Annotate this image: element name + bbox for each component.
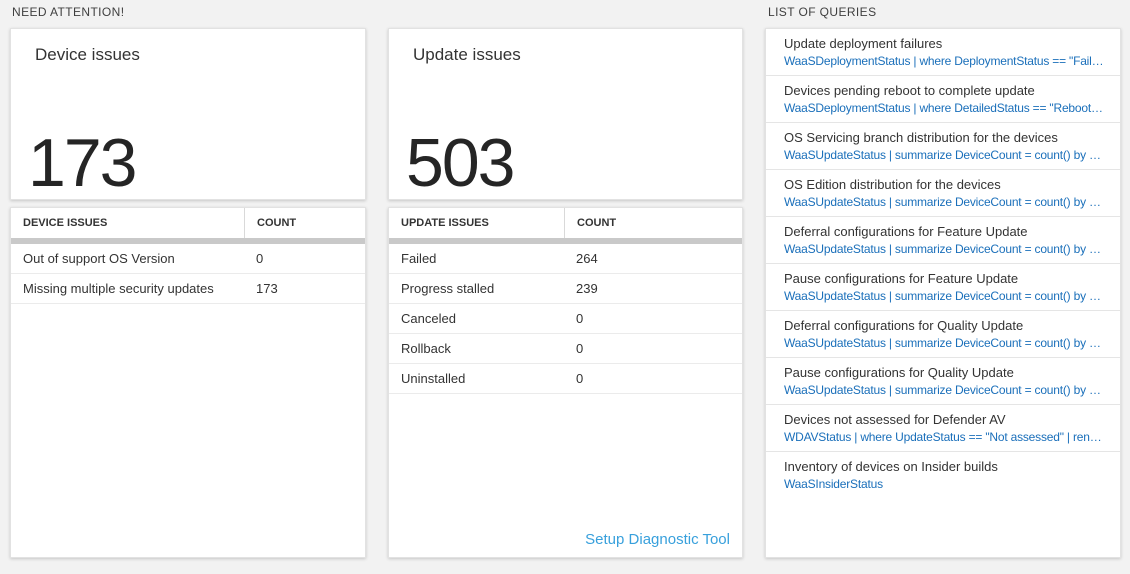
issue-count: 239 <box>576 281 598 296</box>
issue-label: Progress stalled <box>401 281 495 296</box>
query-link[interactable]: WaaSUpdateStatus | summarize DeviceCount… <box>784 242 1106 256</box>
query-title: Pause configurations for Feature Update <box>784 271 1019 286</box>
query-title: OS Servicing branch distribution for the… <box>784 130 1058 145</box>
query-link[interactable]: WaaSUpdateStatus | summarize DeviceCount… <box>784 383 1106 397</box>
query-title: Inventory of devices on Insider builds <box>784 459 998 474</box>
query-title: OS Edition distribution for the devices <box>784 177 1001 192</box>
issue-label: Uninstalled <box>401 371 466 386</box>
table-header-row: UPDATE ISSUES COUNT <box>389 208 742 238</box>
column-header-update-issues: UPDATE ISSUES <box>401 217 489 229</box>
query-title: Update deployment failures <box>784 36 943 51</box>
section-title-list-of-queries: LIST OF QUERIES <box>768 5 877 19</box>
issue-label: Missing multiple security updates <box>23 281 214 296</box>
query-link[interactable]: WDAVStatus | where UpdateStatus == "Not … <box>784 430 1106 444</box>
horizontal-scrollbar[interactable] <box>11 238 365 244</box>
query-list-item[interactable]: Inventory of devices on Insider builds W… <box>766 452 1120 499</box>
query-list-item[interactable]: Devices pending reboot to complete updat… <box>766 76 1120 123</box>
issue-label: Failed <box>401 251 437 266</box>
query-link[interactable]: WaaSUpdateStatus | summarize DeviceCount… <box>784 336 1106 350</box>
issue-label: Rollback <box>401 341 451 356</box>
query-title: Deferral configurations for Quality Upda… <box>784 318 1024 333</box>
query-link[interactable]: WaaSUpdateStatus | summarize DeviceCount… <box>784 289 1106 303</box>
column-header-count: COUNT <box>244 208 365 238</box>
tile-title: Update issues <box>413 45 521 64</box>
issue-count: 0 <box>576 371 584 386</box>
setup-diagnostic-tool-link[interactable]: Setup Diagnostic Tool <box>585 531 730 548</box>
table-row[interactable]: Canceled 0 <box>389 304 742 334</box>
table-row[interactable]: Rollback 0 <box>389 334 742 364</box>
issue-count: 0 <box>576 311 584 326</box>
section-title-need-attention: NEED ATTENTION! <box>12 5 125 19</box>
column-header-count: COUNT <box>564 208 742 238</box>
column-header-device-issues: DEVICE ISSUES <box>23 217 108 229</box>
horizontal-scrollbar[interactable] <box>389 238 742 244</box>
issue-count: 0 <box>256 251 264 266</box>
issue-label: Out of support OS Version <box>23 251 175 266</box>
device-issues-table: DEVICE ISSUES COUNT Out of support OS Ve… <box>10 207 366 558</box>
table-row[interactable]: Missing multiple security updates 173 <box>11 274 365 304</box>
query-list-item[interactable]: Update deployment failures WaaSDeploymen… <box>766 29 1120 76</box>
issue-label: Canceled <box>401 311 456 326</box>
query-link[interactable]: WaaSDeploymentStatus | where DeploymentS… <box>784 54 1106 68</box>
query-title: Devices not assessed for Defender AV <box>784 412 1006 427</box>
table-row[interactable]: Progress stalled 239 <box>389 274 742 304</box>
update-issues-tile[interactable]: Update issues 503 <box>388 28 743 200</box>
query-list-item[interactable]: OS Servicing branch distribution for the… <box>766 123 1120 170</box>
query-link[interactable]: WaaSUpdateStatus | summarize DeviceCount… <box>784 148 1106 162</box>
device-issues-count: 173 <box>28 125 137 201</box>
device-issues-tile[interactable]: Device issues 173 <box>10 28 366 200</box>
query-title: Pause configurations for Quality Update <box>784 365 1014 380</box>
table-row[interactable]: Uninstalled 0 <box>389 364 742 394</box>
query-list-item[interactable]: Pause configurations for Quality Update … <box>766 358 1120 405</box>
tile-title: Device issues <box>35 45 140 64</box>
query-link[interactable]: WaaSUpdateStatus | summarize DeviceCount… <box>784 195 1106 209</box>
query-list-item[interactable]: Deferral configurations for Quality Upda… <box>766 311 1120 358</box>
issue-count: 264 <box>576 251 598 266</box>
table-row[interactable]: Out of support OS Version 0 <box>11 244 365 274</box>
query-title: Devices pending reboot to complete updat… <box>784 83 1035 98</box>
query-list-item[interactable]: Pause configurations for Feature Update … <box>766 264 1120 311</box>
query-list-item[interactable]: Deferral configurations for Feature Upda… <box>766 217 1120 264</box>
query-link[interactable]: WaaSInsiderStatus <box>784 477 883 491</box>
update-issues-count: 503 <box>406 125 515 201</box>
query-list-item[interactable]: Devices not assessed for Defender AV WDA… <box>766 405 1120 452</box>
issue-count: 173 <box>256 281 278 296</box>
query-title: Deferral configurations for Feature Upda… <box>784 224 1028 239</box>
query-list: Update deployment failures WaaSDeploymen… <box>765 28 1121 558</box>
query-link[interactable]: WaaSDeploymentStatus | where DetailedSta… <box>784 101 1106 115</box>
issue-count: 0 <box>576 341 584 356</box>
update-issues-table: UPDATE ISSUES COUNT Failed 264 Progress … <box>388 207 743 558</box>
table-header-row: DEVICE ISSUES COUNT <box>11 208 365 238</box>
query-list-item[interactable]: OS Edition distribution for the devices … <box>766 170 1120 217</box>
table-row[interactable]: Failed 264 <box>389 244 742 274</box>
